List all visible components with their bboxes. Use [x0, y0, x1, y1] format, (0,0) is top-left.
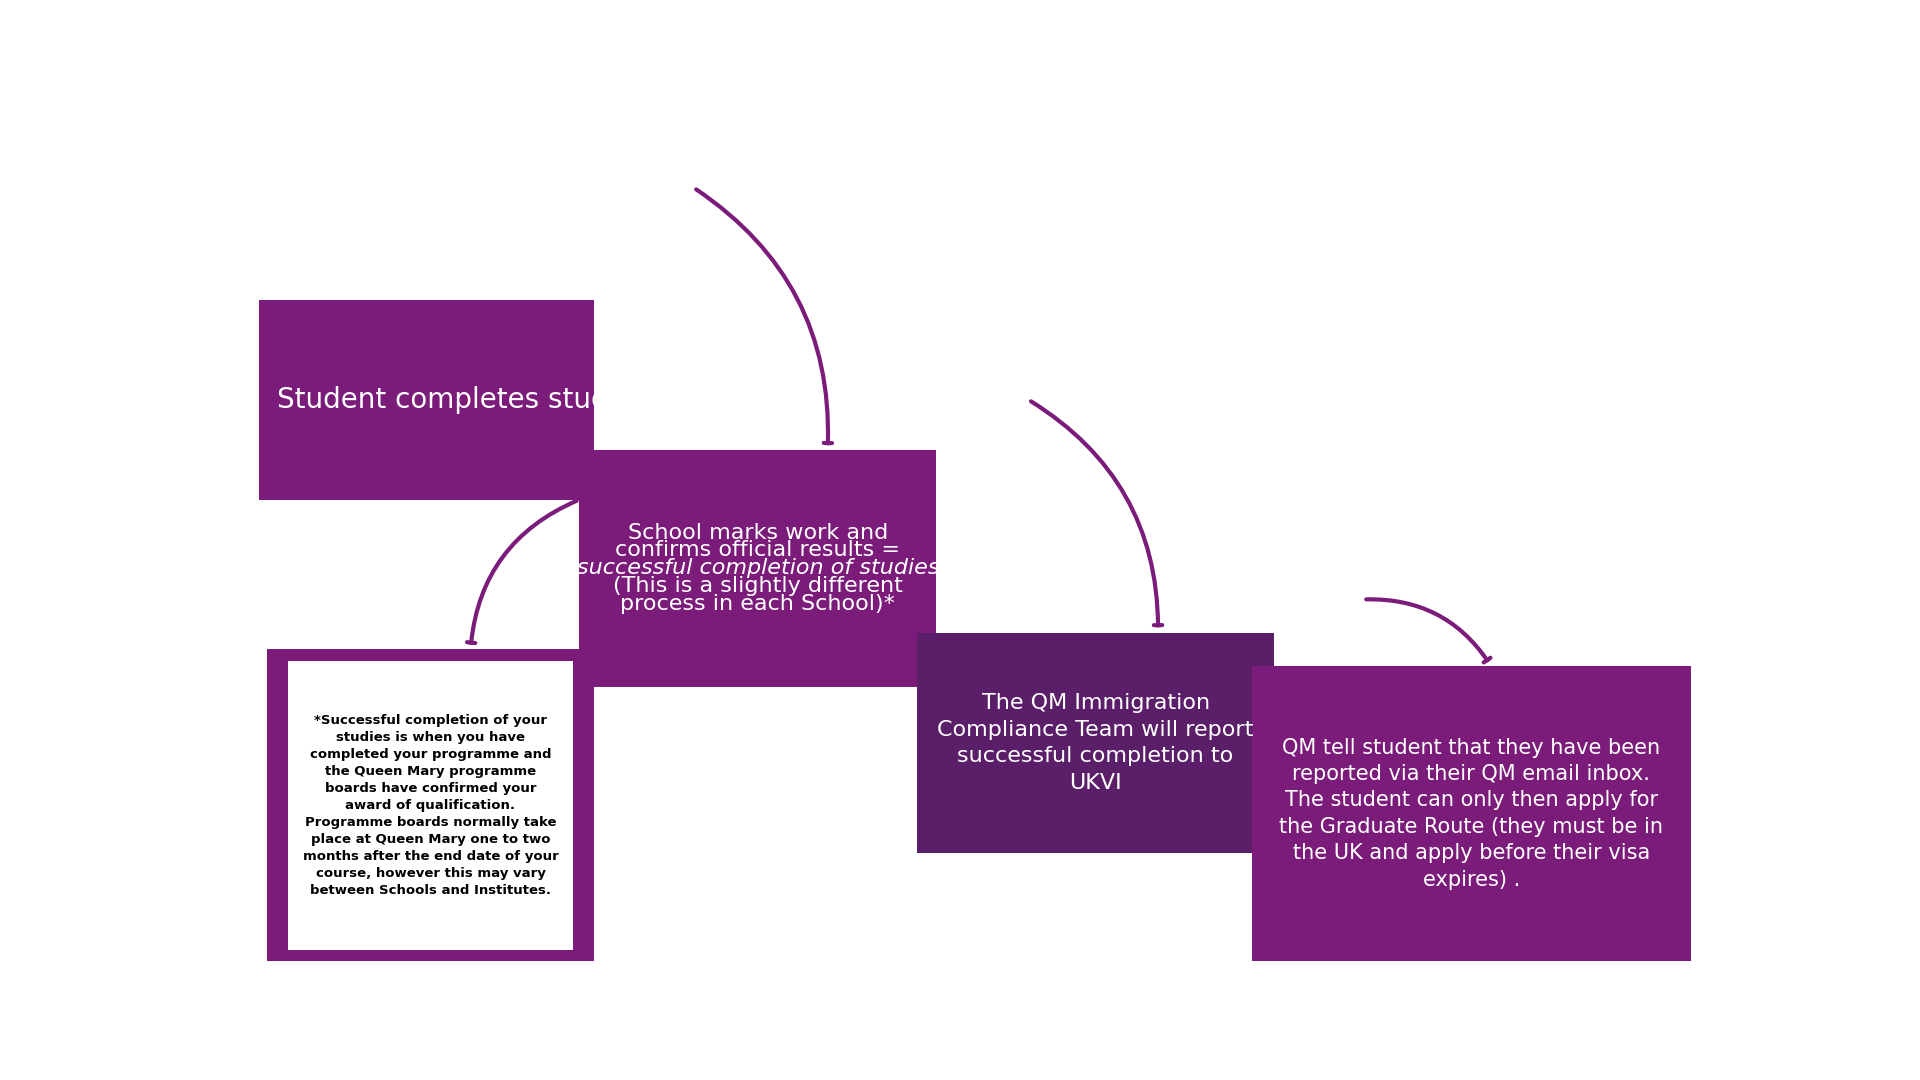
Text: School marks work and: School marks work and [628, 523, 887, 542]
Bar [580, 449, 937, 687]
Bar [259, 300, 593, 500]
Text: (This is a slightly different: (This is a slightly different [612, 576, 902, 596]
Text: process in each School)*: process in each School)* [620, 594, 895, 615]
Text: QM tell student that they have been
reported via their QM email inbox.
The stude: QM tell student that they have been repo… [1279, 738, 1663, 890]
Text: The QM Immigration
Compliance Team will report
successful completion to
UKVI: The QM Immigration Compliance Team will … [937, 693, 1254, 793]
Text: confirms official results =: confirms official results = [614, 540, 900, 561]
Text: successful completion of studies: successful completion of studies [576, 558, 939, 578]
Bar [918, 633, 1275, 853]
Bar [1252, 666, 1692, 961]
Text: *Successful completion of your
studies is when you have
completed your programme: *Successful completion of your studies i… [303, 714, 559, 896]
Bar [288, 661, 574, 949]
Bar [267, 649, 593, 961]
Text: Student completes studies: Student completes studies [276, 386, 649, 414]
